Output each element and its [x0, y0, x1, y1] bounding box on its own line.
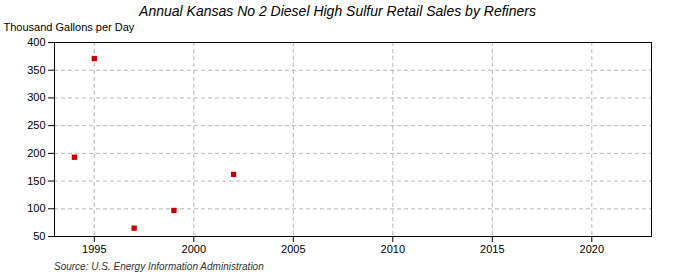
- html-text:Annual Kansas No 2 Diesel High: Annual Kansas No 2 Diesel High Sulfur Re…: [139, 3, 536, 19]
- svg-text:250: 250: [27, 119, 45, 131]
- svg-text:2010: 2010: [381, 243, 405, 255]
- svg-text:400: 400: [27, 36, 45, 48]
- svg-text:100: 100: [27, 202, 45, 214]
- svg-text:350: 350: [27, 64, 45, 76]
- svg-text:Thousand Gallons per Day: Thousand Gallons per Day: [4, 21, 135, 33]
- svg-text:150: 150: [27, 175, 45, 187]
- svg-text:2005: 2005: [281, 243, 305, 255]
- svg-text:2015: 2015: [480, 243, 504, 255]
- svg-text:2020: 2020: [580, 243, 604, 255]
- html-text:Source: U.S. Energy Informatio: Source: U.S. Energy Information Administ…: [54, 261, 264, 272]
- svg-text:2000: 2000: [182, 243, 206, 255]
- svg-text:200: 200: [27, 147, 45, 159]
- svg-text:300: 300: [27, 91, 45, 103]
- svg-text:1995: 1995: [82, 243, 106, 255]
- svg-text:50: 50: [33, 230, 45, 242]
